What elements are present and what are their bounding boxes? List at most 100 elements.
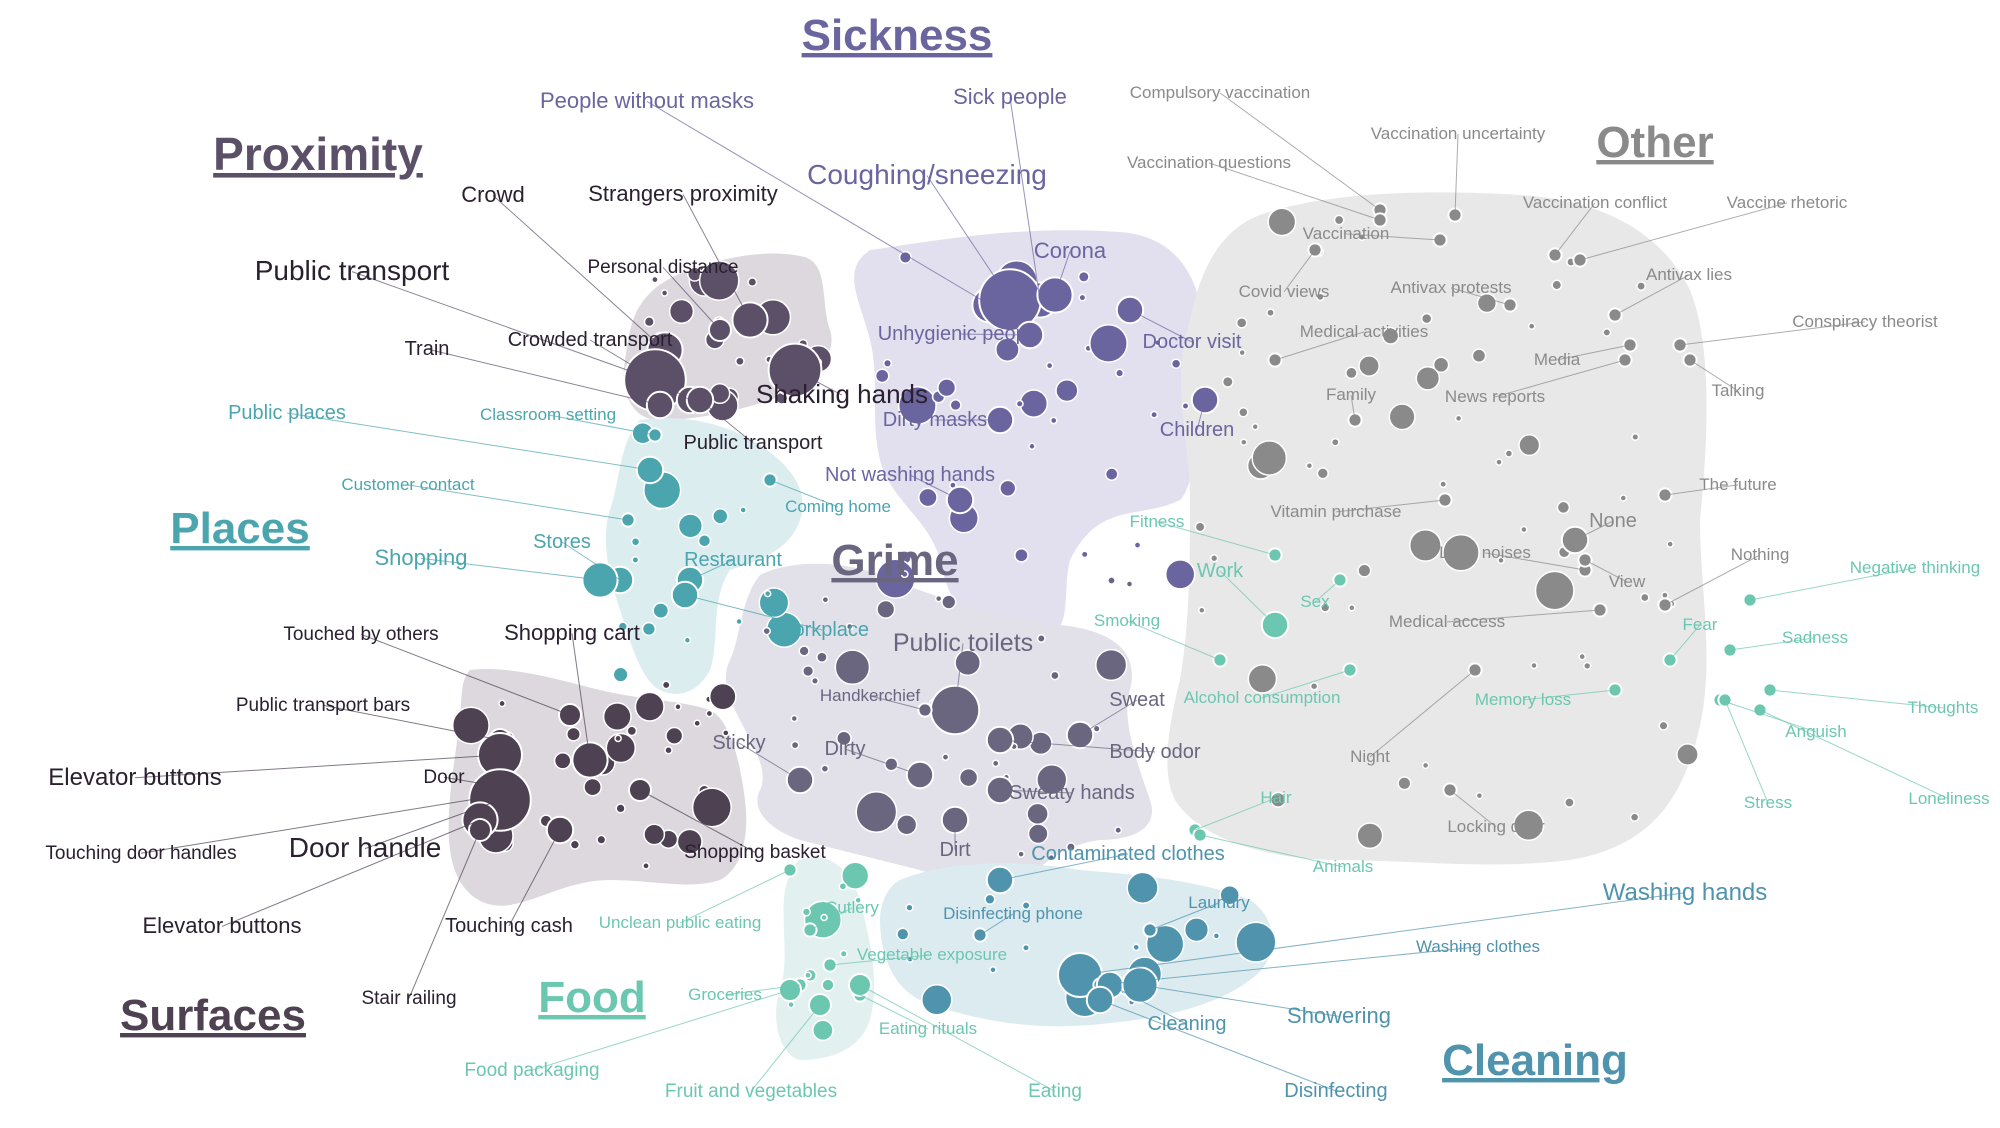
bubble-label: Memory loss bbox=[1475, 690, 1571, 709]
bubble bbox=[1504, 449, 1514, 458]
bubble bbox=[1639, 592, 1650, 603]
bubble bbox=[1266, 308, 1275, 318]
bubble-label: Eating bbox=[1028, 1081, 1082, 1102]
bubble bbox=[876, 599, 896, 619]
bubble bbox=[1164, 559, 1196, 590]
leader-line bbox=[738, 742, 801, 781]
leader-line bbox=[1579, 202, 1788, 261]
leader-line bbox=[1724, 699, 1769, 804]
leader-line bbox=[1261, 669, 1351, 699]
bubble bbox=[1551, 279, 1563, 291]
leader-line bbox=[829, 954, 933, 966]
bubble bbox=[854, 896, 862, 904]
bubble-label: Vaccination uncertainty bbox=[1371, 124, 1546, 143]
leader-line bbox=[809, 907, 853, 931]
leader-line bbox=[1679, 321, 1866, 346]
bubble bbox=[1315, 292, 1325, 302]
leader-line bbox=[1749, 567, 1916, 601]
leader-line bbox=[1079, 892, 1686, 976]
bubble bbox=[614, 734, 622, 743]
bubble bbox=[1415, 365, 1441, 391]
bubble-label: Disinfecting phone bbox=[943, 904, 1083, 923]
bubble-label: Locking door bbox=[1447, 817, 1545, 836]
bubble-label: Stair railing bbox=[361, 988, 456, 1009]
bubble bbox=[1676, 743, 1699, 766]
bubble-label: Vegetable exposure bbox=[857, 945, 1007, 964]
bubble bbox=[626, 725, 638, 737]
bubble-label: Stores bbox=[533, 531, 591, 553]
leader-line bbox=[679, 869, 791, 924]
leader-line bbox=[1009, 97, 1041, 301]
leader-line bbox=[508, 829, 561, 927]
leader-line bbox=[1345, 233, 1441, 241]
bubble bbox=[905, 903, 914, 912]
bubble-label: People without masks bbox=[540, 88, 754, 113]
leader-line bbox=[1689, 359, 1739, 392]
bubble bbox=[918, 487, 938, 508]
bubble bbox=[941, 594, 957, 610]
bubble bbox=[1358, 355, 1380, 377]
bubble bbox=[1238, 348, 1246, 357]
bubble bbox=[1564, 797, 1575, 808]
bubble-label: Washing hands bbox=[1603, 879, 1768, 906]
bubble bbox=[1578, 652, 1587, 661]
cluster-title-places: Places bbox=[170, 504, 309, 553]
bubble bbox=[1666, 540, 1674, 548]
bubble bbox=[1520, 525, 1528, 534]
leader-line bbox=[1719, 699, 1817, 733]
leader-line bbox=[859, 984, 1056, 1092]
leader-line bbox=[364, 799, 501, 850]
bubble bbox=[900, 570, 909, 579]
leader-line bbox=[134, 754, 501, 779]
bubble bbox=[1475, 791, 1484, 800]
bubble bbox=[668, 298, 695, 325]
bubble-label: Alcohol consumption bbox=[1184, 688, 1341, 707]
bubble bbox=[787, 1000, 795, 1009]
bubble bbox=[617, 621, 628, 632]
bubble bbox=[735, 617, 743, 626]
bubble bbox=[1527, 322, 1536, 331]
bubble bbox=[660, 289, 669, 297]
leader-line bbox=[926, 175, 1011, 301]
bubble-label: Touching cash bbox=[445, 915, 573, 937]
bubble-label: Sadness bbox=[1782, 628, 1848, 647]
leader-line bbox=[662, 266, 721, 331]
bubble bbox=[841, 861, 870, 890]
leader-line bbox=[1729, 637, 1816, 651]
bubble bbox=[652, 602, 670, 619]
bubble-label: Covid views bbox=[1239, 282, 1330, 301]
bubble bbox=[1619, 494, 1628, 502]
bubble bbox=[1658, 720, 1669, 731]
bubble-label: Vaccination questions bbox=[1127, 153, 1291, 172]
leader-line bbox=[1664, 484, 1739, 496]
bubble bbox=[691, 787, 732, 828]
bubble bbox=[1381, 327, 1400, 345]
bubble bbox=[1089, 323, 1128, 363]
bubble bbox=[735, 356, 745, 367]
bubble bbox=[643, 316, 655, 328]
leader-line bbox=[1109, 984, 1188, 1025]
bubble bbox=[630, 537, 641, 547]
bubble-label: Elevator buttons bbox=[143, 913, 302, 938]
bubble bbox=[661, 680, 671, 690]
bubble-label: None bbox=[1589, 510, 1637, 532]
bubble bbox=[1530, 661, 1538, 670]
bubble-label: Fruit and vegetables bbox=[665, 1081, 837, 1102]
bubble bbox=[763, 589, 772, 598]
bubble-label: Vitamin purchase bbox=[1270, 502, 1401, 521]
bubble-label: Food packaging bbox=[464, 1060, 599, 1081]
bubble bbox=[798, 645, 810, 657]
bubble bbox=[1247, 664, 1278, 694]
bubble bbox=[642, 862, 650, 870]
bubble bbox=[802, 665, 815, 678]
bubble bbox=[1132, 943, 1141, 952]
bubble-label: Eating rituals bbox=[879, 1019, 977, 1038]
bubble bbox=[1183, 917, 1210, 943]
bubble bbox=[605, 732, 637, 764]
bubble bbox=[1661, 591, 1669, 600]
bubble bbox=[1305, 461, 1314, 470]
bubble-label: Elevator buttons bbox=[48, 764, 221, 791]
bubble-label: Vaccine rhetoric bbox=[1727, 193, 1848, 212]
bubble bbox=[664, 745, 673, 755]
bubble bbox=[810, 676, 820, 685]
